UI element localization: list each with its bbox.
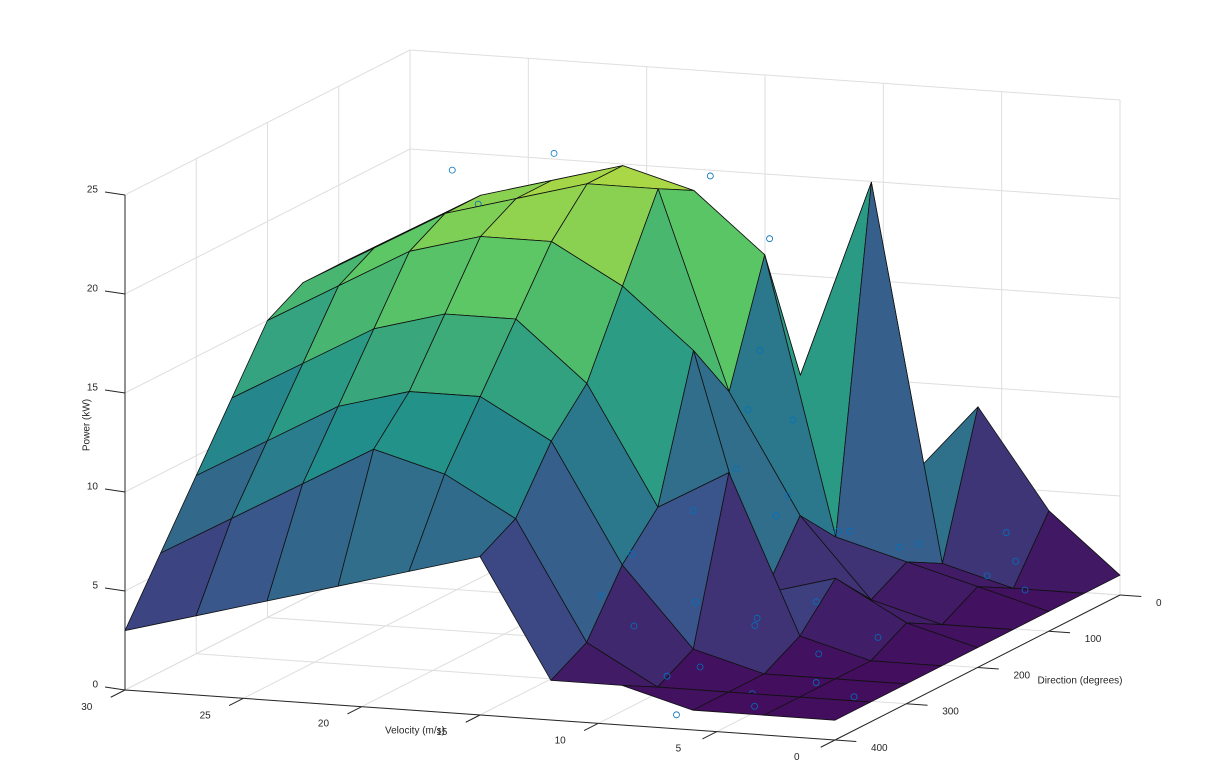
data-point [915,540,922,548]
data-point [983,572,991,580]
y-tick [1048,630,1071,634]
data-point [630,622,638,630]
z-tick-label: 15 [87,383,99,394]
grid-line [409,148,1121,200]
data-point [766,235,773,243]
data-point [1012,557,1020,565]
z-tick-label: 5 [92,581,98,592]
y-tick [906,703,928,706]
grid-line [124,49,411,196]
y-tick-label: 0 [1156,598,1162,609]
z-tick-label: 10 [87,482,99,493]
data-point [751,702,758,710]
data-point [1021,586,1029,594]
x-tick-label: 30 [81,702,93,713]
data-point [846,528,854,535]
z-tick [104,587,126,592]
data-point [744,406,752,414]
x-tick-label: 0 [794,752,800,763]
x-tick [465,714,481,723]
x-tick [110,689,126,698]
y-tick [977,667,999,670]
data-point [706,172,714,180]
y-tick-label: 400 [871,743,888,754]
z-tick [104,290,126,295]
y-tick-label: 100 [1085,634,1102,645]
data-point [448,166,456,174]
data-point [753,614,761,622]
data-point [812,679,820,686]
x-tick [702,731,717,740]
y-axis-label: Direction (degrees) [1037,676,1122,687]
z-tick [104,389,126,394]
z-tick [104,686,126,691]
data-point [692,598,699,606]
x-tick [583,722,599,732]
data-point [815,650,823,658]
data-point [597,592,605,600]
x-tick-label: 15 [436,727,448,738]
data-point [696,663,704,671]
data-point [628,550,636,558]
y-tick [834,739,857,742]
x-tick [820,739,836,748]
z-axis-label: Power (kW) [82,399,93,451]
surface-face [763,696,872,721]
data-point [850,693,858,701]
y-tick-label: 200 [1013,670,1030,681]
grid-line [409,49,1121,101]
data-point [751,622,759,629]
x-tick-label: 5 [676,744,682,755]
data-point [756,346,764,354]
x-tick [228,697,244,707]
z-tick-label: 0 [92,680,98,691]
data-point [834,528,842,535]
z-tick [104,488,126,493]
data-point [663,672,671,680]
z-tick [104,191,126,196]
data-point [772,512,780,519]
y-tick [1119,594,1142,597]
grid-line [124,148,411,295]
x-tick-label: 20 [318,719,330,730]
data-point [784,492,792,500]
data-point [673,711,680,719]
z-tick-label: 20 [87,284,99,295]
data-point [732,465,740,473]
data-point [813,598,820,606]
data-point [789,416,797,424]
x-tick-label: 25 [200,710,212,721]
data-point [1002,529,1010,536]
y-tick-label: 300 [942,707,959,718]
x-axis-label: Velocity (m/s) [385,726,445,737]
data-point [689,507,697,514]
data-point [874,634,882,641]
data-point [550,149,558,157]
z-tick-label: 25 [87,185,99,196]
x-tick-label: 10 [555,735,567,746]
x-tick [347,706,362,715]
data-point [895,543,903,551]
